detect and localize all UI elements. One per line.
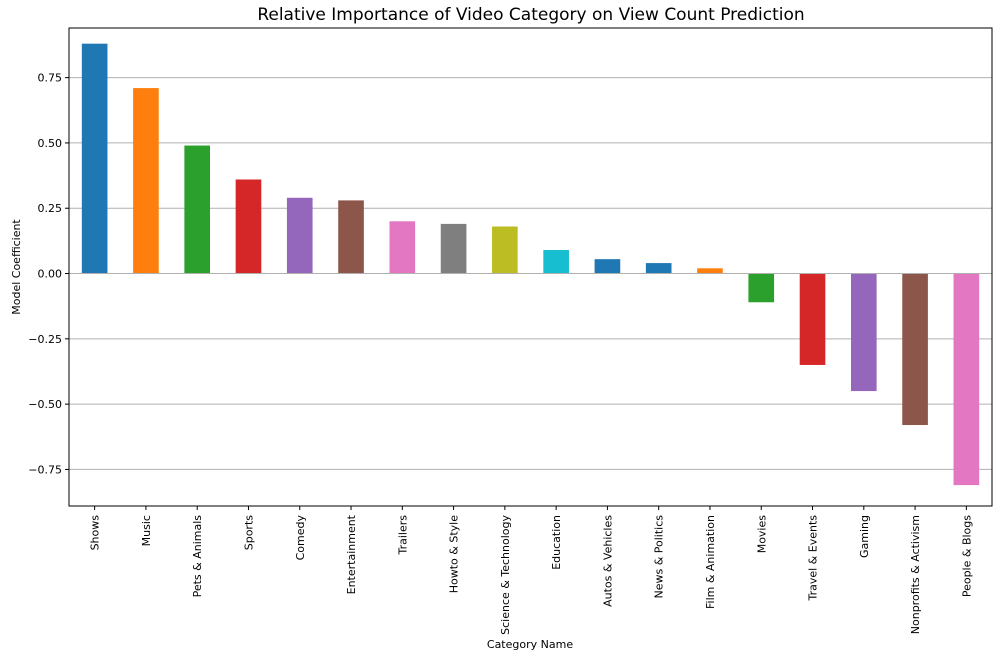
x-axis-ticks: Shows Music Pets & Animals Sports Comedy Ente…: [89, 506, 973, 635]
bar: [338, 200, 364, 274]
y-tick-label: 0.75: [38, 72, 63, 85]
bar: [81, 43, 108, 274]
bar: [594, 259, 621, 274]
y-axis-ticks: −0.75 −0.50 −0.25 0.00 0.25 0.50 0.75: [28, 72, 69, 476]
x-tick-label: Entertainment: [345, 514, 358, 594]
chart-title: Relative Importance of Video Category on…: [257, 5, 804, 25]
x-tick-label: Film & Animation: [704, 515, 717, 609]
x-tick-label: Movies: [755, 515, 768, 554]
bar: [953, 273, 980, 486]
x-tick-label: Travel & Events: [807, 515, 820, 602]
x-tick-label: Howto & Style: [448, 515, 461, 593]
bar: [286, 197, 313, 274]
y-tick-label: 0.00: [38, 268, 63, 281]
plot-area-frame: [68, 27, 993, 507]
y-tick-label: −0.25: [28, 333, 62, 346]
bar: [799, 273, 826, 365]
x-tick-label: Comedy: [294, 515, 307, 561]
bar: [645, 263, 672, 274]
y-tick-label: 0.25: [38, 202, 63, 215]
x-tick-label: Music: [140, 515, 153, 546]
x-axis-label: Category Name: [487, 638, 573, 651]
x-tick-label: Shows: [89, 515, 102, 551]
y-tick-label: −0.50: [28, 398, 62, 411]
bar: [748, 273, 775, 303]
x-tick-label: Science & Technology: [499, 515, 512, 635]
x-tick-label: Nonprofits & Activism: [909, 515, 922, 634]
x-tick-label: Trailers: [396, 515, 409, 556]
bar: [184, 145, 211, 274]
y-tick-label: 0.50: [38, 137, 63, 150]
bar: [902, 273, 928, 426]
x-tick-label: Autos & Vehicles: [601, 515, 614, 607]
x-tick-label: Education: [550, 515, 563, 570]
x-tick-label: News & Politics: [653, 515, 666, 599]
x-tick-label: Sports: [242, 515, 255, 551]
bar: [235, 179, 262, 274]
x-tick-label: People & Blogs: [960, 515, 973, 597]
bar: [543, 250, 569, 274]
bar: [492, 226, 518, 274]
bar: [389, 221, 416, 274]
bar: [697, 268, 723, 274]
bars: [81, 43, 980, 486]
y-tick-label: −0.75: [28, 463, 62, 476]
bar: [850, 273, 877, 392]
y-axis-label: Model Coefficient: [10, 219, 23, 315]
x-tick-label: Gaming: [858, 515, 871, 558]
x-tick-label: Pets & Animals: [191, 515, 204, 598]
bar: [133, 88, 159, 274]
bar: [440, 223, 467, 274]
